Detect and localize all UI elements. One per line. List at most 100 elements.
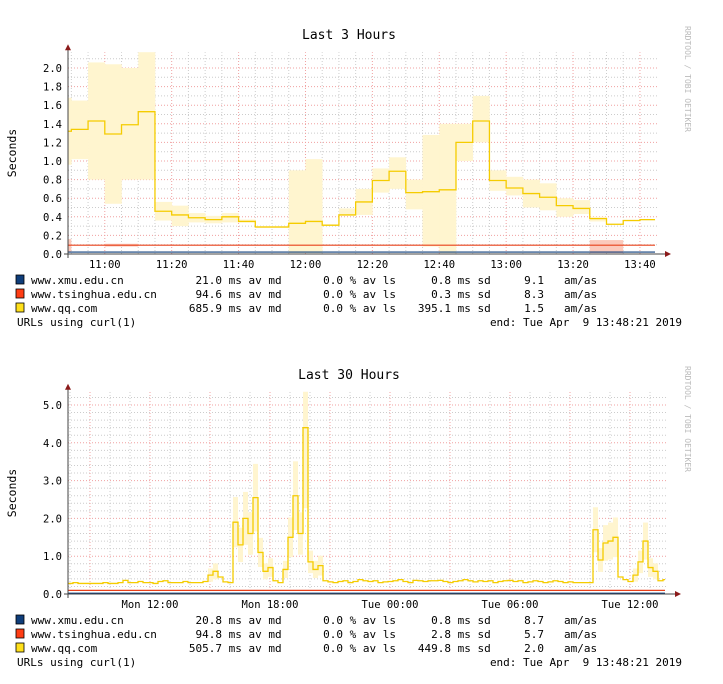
legend-median: 505.7 [189, 642, 222, 655]
y-tick-label: 4.0 [43, 438, 62, 450]
legend-median: 94.6 [196, 288, 223, 301]
legend-median-unit: ms av md [222, 274, 282, 287]
legend-amas: 9.1 [524, 274, 544, 287]
y-tick-label: 1.4 [43, 119, 62, 131]
legend-stddev: 0.8 [431, 274, 451, 287]
chart-title: Last 3 Hours [302, 28, 396, 43]
x-axis-arrow [675, 591, 681, 597]
legend-median-unit: ms av md [222, 288, 282, 301]
legend-row: www.xmu.edu.cn 20.8 ms av md 0.0 % av ls 0.… [15, 614, 597, 627]
x-tick-label: Tue 06:00 [482, 599, 539, 611]
qq-spread-band [439, 123, 457, 254]
x-tick-label: 12:40 [423, 259, 455, 271]
y-tick-label: 5.0 [43, 400, 62, 412]
legend-amas-unit: am/as [564, 642, 597, 655]
legend-row: www.qq.com 685.9 ms av md 0.0 % av ls 395.1… [15, 302, 597, 315]
legend-swatch [15, 302, 25, 313]
chart-title: Last 30 Hours [298, 368, 400, 383]
x-tick-label: 12:00 [290, 259, 322, 271]
footer-end-time: end: Tue Apr 9 13:48:21 2019 [490, 316, 682, 329]
legend-amas-unit: am/as [564, 288, 597, 301]
qq-spread-band [221, 213, 239, 223]
legend-stddev-unit: ms sd [451, 302, 491, 315]
legend-row: www.xmu.edu.cn 21.0 ms av md 0.0 % av ls 0.… [15, 274, 597, 287]
qq-spread-band [303, 391, 308, 509]
y-tick-label: 1.0 [43, 156, 62, 168]
legend-swatch [15, 288, 25, 299]
legend-row: www.tsinghua.edu.cn 94.8 ms av md 0.0 % av… [15, 628, 597, 641]
legend-host: www.tsinghua.edu.cn [31, 628, 157, 641]
qq-spread-band [556, 198, 574, 217]
qq-median-line [68, 111, 655, 228]
legend-median: 20.8 [196, 614, 223, 627]
x-tick-label: 13:00 [490, 259, 522, 271]
x-tick-label: 11:00 [89, 259, 121, 271]
legend-stddev-unit: ms sd [451, 642, 491, 655]
y-tick-label: 3.0 [43, 476, 62, 488]
legend-loss-unit: % av ls [343, 288, 396, 301]
legend-median: 94.8 [196, 628, 223, 641]
legend-amas-unit: am/as [564, 274, 597, 287]
legend-loss: 0.0 [323, 642, 343, 655]
legend-loss: 0.0 [323, 274, 343, 287]
legend-host: www.qq.com [31, 642, 98, 655]
y-tick-label: 2.0 [43, 63, 62, 75]
legend-median: 685.9 [189, 302, 222, 315]
y-tick-label: 0.2 [43, 230, 62, 242]
legend-loss-unit: % av ls [343, 274, 396, 287]
footer-end-time: end: Tue Apr 9 13:48:21 2019 [490, 656, 682, 669]
qq-spread-band [506, 176, 524, 196]
y-axis-arrow [65, 44, 71, 51]
qq-spread-band [472, 95, 490, 143]
chart-last-3-hours: Last 3 Hours Seconds RRDTOOL / TOBI OETI… [5, 26, 692, 329]
chart-last-30-hours: Last 30 Hours Seconds RRDTOOL / TOBI OET… [5, 366, 692, 669]
legend-amas: 5.7 [524, 628, 544, 641]
y-tick-label: 2.0 [43, 513, 62, 525]
x-tick-label: 11:40 [223, 259, 255, 271]
y-tick-label: 0.6 [43, 193, 62, 205]
x-tick-label: 12:20 [357, 259, 389, 271]
qq-spread-band [121, 68, 139, 180]
qq-median-line [68, 427, 665, 585]
legend-loss: 0.0 [323, 302, 343, 315]
x-tick-label: 13:40 [624, 259, 656, 271]
legend-stddev: 0.3 [431, 288, 451, 301]
x-tick-label: Tue 00:00 [362, 599, 419, 611]
legend-host: www.tsinghua.edu.cn [31, 288, 157, 301]
legend-amas-unit: am/as [564, 628, 597, 641]
legend-amas: 8.7 [524, 614, 544, 627]
legend-loss: 0.0 [323, 628, 343, 641]
legend-host: www.xmu.edu.cn [31, 274, 124, 287]
legend-loss-unit: % av ls [343, 642, 396, 655]
legend-loss: 0.0 [323, 288, 343, 301]
x-tick-label: Mon 12:00 [122, 599, 179, 611]
y-axis-label: Seconds [5, 129, 19, 177]
legend-median: 21.0 [196, 274, 223, 287]
legend-stddev: 2.8 [431, 628, 451, 641]
footer-probe: URLs using curl(1) [17, 316, 136, 329]
legend-swatch [15, 614, 25, 625]
qq-spread-band [573, 200, 591, 215]
legend-median-unit: ms av md [222, 628, 282, 641]
rrdtool-watermark: RRDTOOL / TOBI OETIKER [683, 366, 692, 472]
legend-stddev-unit: ms sd [451, 288, 491, 301]
legend-stddev-unit: ms sd [451, 274, 491, 287]
x-tick-label: 11:20 [156, 259, 188, 271]
legend-loss-unit: % av ls [343, 614, 396, 627]
qq-spread-band [171, 205, 189, 227]
legend-swatch [15, 274, 25, 285]
legend-swatch [15, 642, 25, 653]
y-tick-label: 0.0 [43, 249, 62, 261]
legend-swatch [15, 628, 25, 639]
x-tick-label: 13:20 [557, 259, 589, 271]
legend-median-unit: ms av md [222, 642, 282, 655]
legend-stddev: 395.1 [418, 302, 451, 315]
legend-stddev-unit: ms sd [451, 614, 491, 627]
legend-host: www.xmu.edu.cn [31, 614, 124, 627]
legend-median-unit: ms av md [222, 614, 282, 627]
legend-host: www.qq.com [31, 302, 98, 315]
qq-spread-band [305, 159, 323, 254]
y-tick-label: 1.8 [43, 82, 62, 94]
y-tick-label: 0.0 [43, 589, 62, 601]
y-tick-label: 1.6 [43, 100, 62, 112]
